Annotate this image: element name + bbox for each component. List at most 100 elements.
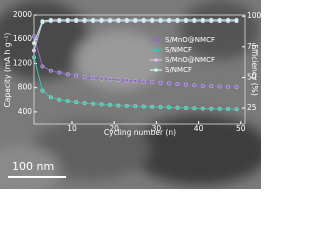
point	[91, 17, 96, 22]
plot-frame	[33, 14, 246, 125]
point	[48, 17, 53, 22]
point	[74, 17, 79, 22]
legend-marker	[154, 58, 158, 62]
point	[217, 17, 222, 22]
point	[57, 17, 62, 22]
point	[32, 48, 36, 53]
point	[133, 79, 138, 83]
point	[226, 84, 231, 89]
point	[74, 73, 79, 78]
point	[40, 64, 45, 69]
point	[226, 17, 231, 22]
x-tick-label: 30	[152, 124, 162, 133]
point	[141, 104, 146, 109]
y2-tick-label: 100	[247, 11, 261, 20]
point	[48, 95, 53, 100]
point	[124, 17, 129, 22]
point	[150, 104, 155, 109]
point	[124, 103, 129, 108]
legend-marker	[154, 68, 158, 72]
point	[167, 81, 171, 86]
point	[32, 34, 36, 39]
point	[175, 105, 180, 110]
legend-marker	[154, 48, 158, 52]
point	[133, 17, 138, 22]
x-tick-label: 20	[109, 124, 119, 133]
point	[116, 103, 121, 108]
point	[74, 100, 79, 105]
x-tick-label: 50	[236, 124, 246, 133]
point	[32, 55, 36, 60]
point	[40, 88, 45, 93]
point	[82, 101, 87, 106]
y2-tick-label: 50	[247, 72, 257, 81]
point	[209, 84, 214, 89]
chart: Capacity (mA h g⁻¹) Efficiency (%) Cycli…	[0, 0, 270, 195]
point	[183, 82, 188, 87]
point	[158, 80, 163, 85]
y-axis-label: Capacity (mA h g⁻¹)	[3, 33, 12, 108]
legend-label: S/MnO@NMCF	[165, 36, 215, 44]
point	[192, 83, 197, 88]
scale-bar	[8, 176, 66, 178]
point	[175, 82, 180, 86]
y2-tick-label: 75	[247, 42, 257, 51]
point	[217, 84, 222, 89]
point	[91, 76, 96, 80]
point	[226, 107, 231, 111]
point	[150, 80, 155, 85]
point	[234, 17, 239, 22]
point	[65, 17, 70, 22]
point	[32, 41, 36, 46]
point	[150, 17, 155, 22]
point	[209, 106, 214, 111]
y-tick-label: 400	[18, 107, 33, 116]
point	[158, 17, 163, 22]
point	[175, 17, 180, 22]
legend-marker	[154, 38, 158, 42]
point	[108, 17, 112, 22]
point	[234, 85, 239, 90]
point	[141, 17, 146, 22]
point	[141, 79, 146, 84]
point	[158, 105, 163, 109]
point	[192, 17, 197, 22]
x-tick-label: 10	[67, 124, 77, 133]
point	[91, 101, 96, 106]
point	[209, 17, 214, 22]
y-tick-label: 800	[18, 83, 33, 92]
y2-tick-label: 25	[247, 103, 257, 112]
point	[99, 102, 104, 107]
y-tick-label: 2000	[13, 10, 32, 19]
point	[192, 106, 197, 111]
legend-label: S/MnO@NMCF	[165, 56, 215, 64]
legend-label: S/NMCF	[165, 66, 192, 74]
point	[99, 17, 104, 22]
point	[99, 76, 104, 81]
point	[167, 17, 171, 22]
point	[65, 72, 70, 77]
point	[48, 68, 53, 73]
point	[167, 105, 171, 110]
point	[200, 83, 205, 88]
point	[133, 104, 138, 109]
point	[57, 70, 62, 75]
point	[65, 99, 70, 103]
point	[183, 17, 188, 22]
point	[200, 17, 205, 22]
point	[234, 107, 239, 112]
point	[108, 77, 112, 82]
x-axis-label: Cycling number (n)	[104, 128, 176, 137]
point	[82, 17, 87, 22]
point	[40, 19, 45, 24]
point	[116, 17, 121, 22]
point	[82, 74, 87, 79]
scale-bar-label: 100 nm	[12, 160, 54, 173]
point	[116, 77, 121, 82]
point	[217, 106, 222, 111]
point	[183, 106, 188, 110]
x-tick-label: 40	[194, 124, 204, 133]
point	[200, 106, 205, 111]
legend-label: S/NMCF	[165, 46, 192, 54]
y-tick-label: 1600	[13, 34, 32, 43]
